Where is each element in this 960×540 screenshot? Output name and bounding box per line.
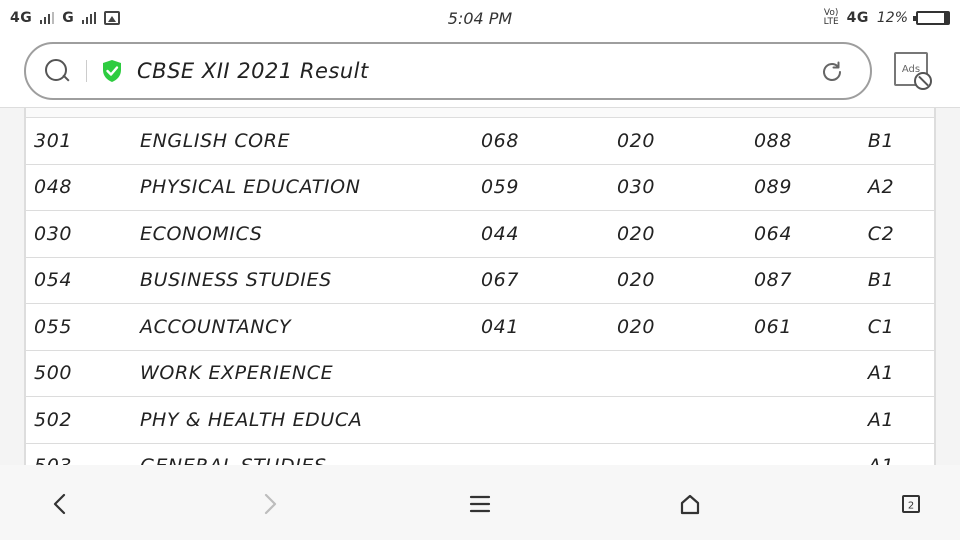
signal-icon xyxy=(40,12,55,24)
subject-name: ECONOMICS xyxy=(140,222,263,245)
table-row: 054 BUSINESS STUDIES 067 020 087 B1 xyxy=(26,258,934,304)
theory-marks: 059 xyxy=(480,176,520,199)
grade: B1 xyxy=(867,129,895,152)
bottom-nav-bar: 2 xyxy=(0,465,960,540)
home-icon xyxy=(680,494,700,515)
home-button[interactable] xyxy=(675,489,705,519)
battery-fill xyxy=(944,13,948,23)
practical-marks: 020 xyxy=(616,222,656,245)
search-icon[interactable] xyxy=(44,58,70,84)
subject-code: 301 xyxy=(34,129,73,152)
forward-icon xyxy=(264,493,277,515)
reload-icon[interactable] xyxy=(820,60,844,84)
status-left: 4G G xyxy=(10,10,121,26)
volte-icon: Vo) LTE xyxy=(824,9,839,27)
grade: A1 xyxy=(867,408,895,431)
theory-marks: 067 xyxy=(480,269,520,292)
total-marks: 087 xyxy=(753,269,793,292)
theory-marks: 068 xyxy=(480,129,520,152)
signal-icon-2 xyxy=(82,12,97,24)
total-marks: 061 xyxy=(753,315,793,338)
practical-marks: 020 xyxy=(616,315,656,338)
result-table: 301 ENGLISH CORE 068 020 088 B1 048 PHYSICAL ED… xyxy=(24,108,936,465)
table-row: 500 WORK EXPERIENCE A1 xyxy=(26,351,934,397)
table-body: 301 ENGLISH CORE 068 020 088 B1 048 PHYSICAL ED… xyxy=(26,118,934,465)
status-bar: 4G G 5:04 PM Vo) LTE 4G 12% xyxy=(0,0,960,36)
ads-label: Ads xyxy=(894,52,928,86)
browser-toolbar: CBSE XII 2021 Result Ads xyxy=(0,36,960,108)
ad-block-icon[interactable]: Ads xyxy=(894,52,932,92)
gallery-notification-icon xyxy=(104,11,121,25)
divider xyxy=(86,60,87,82)
tabs-icon: 2 xyxy=(902,495,920,513)
subject-code: 055 xyxy=(34,315,73,338)
total-marks: 064 xyxy=(753,222,793,245)
grade: A2 xyxy=(867,176,895,199)
back-button[interactable] xyxy=(45,489,75,519)
tab-count: 2 xyxy=(908,501,914,512)
grade: A1 xyxy=(868,455,894,465)
grade: C1 xyxy=(867,315,895,338)
total-marks: 089 xyxy=(753,176,793,199)
block-icon xyxy=(914,72,932,90)
forward-button[interactable] xyxy=(255,489,285,519)
menu-button[interactable] xyxy=(465,489,495,519)
address-bar[interactable]: CBSE XII 2021 Result xyxy=(24,42,872,100)
back-icon xyxy=(53,493,66,515)
network-type-1: 4G xyxy=(10,10,33,26)
subject-code: 503 xyxy=(34,455,72,465)
url-text[interactable]: CBSE XII 2021 Result xyxy=(137,59,369,83)
menu-icon xyxy=(469,495,491,513)
subject-code: 048 xyxy=(34,176,73,199)
table-row: 030 ECONOMICS 044 020 064 C2 xyxy=(26,211,934,258)
network-type-2: G xyxy=(62,10,75,26)
theory-marks: 041 xyxy=(480,315,520,338)
subject-code: 500 xyxy=(34,362,73,385)
battery-percent: 12% xyxy=(876,10,908,26)
subject-code: 054 xyxy=(34,269,73,292)
subject-name: BUSINESS STUDIES xyxy=(140,269,332,292)
grade: C2 xyxy=(867,222,895,245)
status-right: Vo) LTE 4G 12% xyxy=(824,9,950,27)
table-row: 301 ENGLISH CORE 068 020 088 B1 xyxy=(26,118,934,165)
page-content[interactable]: 301 ENGLISH CORE 068 020 088 B1 048 PHYSICAL ED… xyxy=(0,108,960,465)
subject-name: WORK EXPERIENCE xyxy=(140,362,334,385)
practical-marks: 030 xyxy=(616,176,656,199)
secure-shield-icon[interactable] xyxy=(101,59,123,83)
theory-marks: 044 xyxy=(480,222,520,245)
network-type-right: 4G xyxy=(846,10,869,26)
battery-icon xyxy=(913,11,950,25)
table-row: 502 PHY & HEALTH EDUCA A1 xyxy=(26,397,934,444)
subject-code: 030 xyxy=(34,222,73,245)
volte-top: Vo) xyxy=(823,8,839,18)
table-header-edge xyxy=(26,108,934,118)
subject-code: 502 xyxy=(34,408,73,431)
total-marks: 088 xyxy=(753,129,793,152)
tabs-button[interactable]: 2 xyxy=(896,489,926,519)
clock: 5:04 PM xyxy=(447,8,513,28)
table-row: 048 PHYSICAL EDUCATION 059 030 089 A2 xyxy=(26,165,934,211)
subject-name: PHYSICAL EDUCATION xyxy=(140,176,361,199)
subject-name: ENGLISH CORE xyxy=(140,129,291,152)
table-row: 503 GENERAL STUDIES A1 xyxy=(26,444,934,465)
practical-marks: 020 xyxy=(616,129,656,152)
subject-name: GENERAL STUDIES xyxy=(140,455,327,465)
grade: B1 xyxy=(867,269,895,292)
practical-marks: 020 xyxy=(616,269,656,292)
table-row: 055 ACCOUNTANCY 041 020 061 C1 xyxy=(26,304,934,351)
grade: A1 xyxy=(867,362,895,385)
volte-bottom: LTE xyxy=(823,17,839,27)
subject-name: ACCOUNTANCY xyxy=(140,315,292,338)
subject-name: PHY & HEALTH EDUCA xyxy=(140,408,363,431)
